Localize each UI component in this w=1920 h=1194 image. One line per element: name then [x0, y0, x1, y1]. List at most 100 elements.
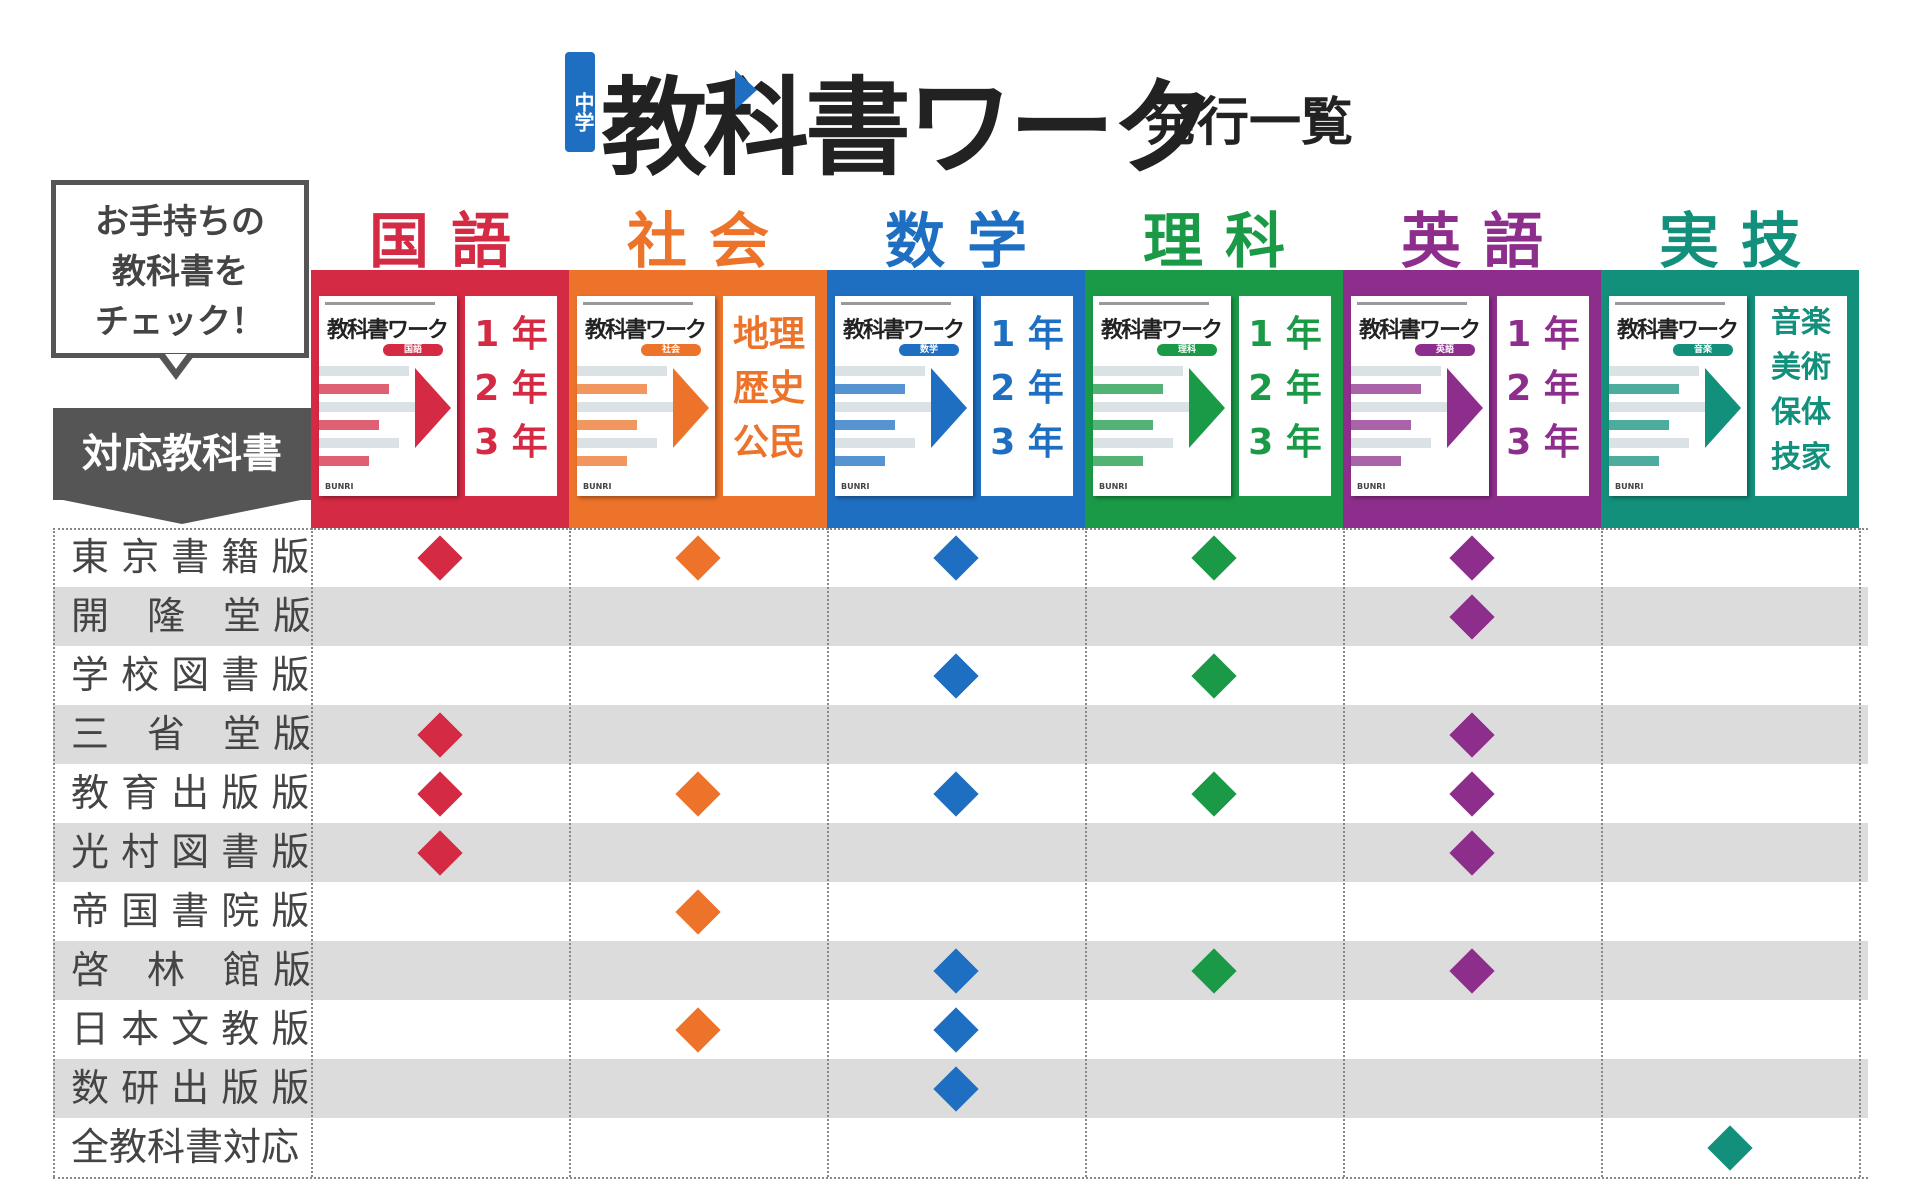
grade-list-jitsugi: 音楽 美術 保体 技家 [1755, 296, 1847, 496]
grid-vline [827, 528, 829, 1177]
publisher-name: 東 京 書 籍 版 [71, 535, 310, 579]
grade-item: 1 年 [474, 314, 548, 355]
cover-stripe [1609, 420, 1669, 430]
publisher-name: 啓 林 館 版 [71, 948, 312, 992]
grade-item: 1 年 [990, 314, 1064, 355]
grade-item: 1 年 [1506, 314, 1580, 355]
cover-chevron-icon [1189, 368, 1225, 448]
book-cover-shakai: 教科書ワーク 社会 BUNRI [577, 296, 715, 496]
grade-item: 美術 [1771, 350, 1831, 385]
cover-subject-tag: 英語 [1415, 344, 1475, 356]
grid-vline [1601, 528, 1603, 1177]
cover-stripe [577, 456, 627, 466]
diamond-mark-icon [1449, 770, 1495, 817]
diamond-mark-icon [675, 888, 721, 935]
grade-item: 2 年 [990, 368, 1064, 409]
cover-header-line [1357, 302, 1467, 305]
cover-title: 教科書ワーク [843, 318, 965, 343]
cover-stripe [1609, 438, 1689, 448]
cover-chevron-icon [1447, 368, 1483, 448]
publisher-name: 教 育 出 版 版 [71, 771, 310, 815]
cover-stripe [1093, 402, 1193, 412]
diamond-mark-icon [933, 1006, 979, 1053]
diamond-mark-icon [1707, 1124, 1753, 1171]
cover-stripe [835, 384, 905, 394]
cover-stripe [1609, 402, 1709, 412]
diamond-mark-icon [675, 1006, 721, 1053]
grade-list-kokugo: 1 年 2 年 3 年 [465, 296, 557, 496]
grade-item: 3 年 [1506, 422, 1580, 463]
subject-band-shakai: 教科書ワーク 社会 BUNRI 地理 歴史 公民 [569, 270, 827, 528]
publisher-name: 帝 国 書 院 版 [71, 889, 310, 933]
table-row: 教 育 出 版 版 [53, 764, 1868, 823]
book-cover-jitsugi: 教科書ワーク 音楽 BUNRI [1609, 296, 1747, 496]
callout-line-2: 教科書を [112, 252, 248, 292]
cover-stripe [319, 384, 389, 394]
callout-line-1: お手持ちの [95, 202, 265, 242]
cover-stripe [577, 402, 677, 412]
book-cover-kokugo: 教科書ワーク 国語 BUNRI [319, 296, 457, 496]
cover-brand: BUNRI [583, 482, 612, 491]
subject-header-shakai: 社会 [627, 207, 791, 277]
cover-title: 教科書ワーク [1101, 318, 1223, 343]
cover-title: 教科書ワーク [1359, 318, 1481, 343]
table-row: 開 隆 堂 版 [53, 587, 1868, 646]
cover-stripe [1609, 384, 1679, 394]
subject-header-jitsugi: 実技 [1659, 207, 1823, 277]
cover-brand: BUNRI [325, 482, 354, 491]
publisher-name: 開 隆 堂 版 [71, 594, 312, 638]
subject-header-kokugo: 国語 [369, 207, 533, 277]
publisher-name: 全教科書対応 [71, 1125, 300, 1169]
diamond-mark-icon [1449, 829, 1495, 876]
grid-vline [1859, 528, 1861, 1177]
subject-header-rika: 理科 [1143, 207, 1307, 277]
grade-item: 公民 [732, 422, 805, 463]
callout-tail-inner [165, 354, 187, 369]
cover-stripe [835, 456, 885, 466]
table-row: 日 本 文 教 版 [53, 1000, 1868, 1059]
diamond-mark-icon [933, 534, 979, 581]
grade-item: 3 年 [474, 422, 548, 463]
publisher-name: 日 本 文 教 版 [71, 1007, 310, 1051]
table-row: 数 研 出 版 版 [53, 1059, 1868, 1118]
cover-stripe [835, 402, 935, 412]
subject-band-sugaku: 教科書ワーク 数学 BUNRI 1 年 2 年 3 年 [827, 270, 1085, 528]
check-callout: お手持ちの 教科書を チェック！ [51, 180, 309, 358]
subject-header-eigo: 英語 [1401, 207, 1565, 277]
cover-title: 教科書ワーク [1617, 318, 1739, 343]
grade-item: 2 年 [1248, 368, 1322, 409]
cover-stripe [835, 420, 895, 430]
cover-header-line [325, 302, 435, 305]
cover-stripe [319, 366, 409, 376]
publisher-name: 三 省 堂 版 [71, 712, 312, 756]
diamond-mark-icon [933, 652, 979, 699]
cover-header-line [1615, 302, 1725, 305]
grid-vline [1343, 528, 1345, 1177]
grade-item: 3 年 [990, 422, 1064, 463]
table-row: 学 校 図 書 版 [53, 646, 1868, 705]
row-header-label: 対応教科書 [53, 408, 311, 500]
cover-stripe [1351, 420, 1411, 430]
grid-vline [569, 528, 571, 1177]
cover-stripe [1093, 438, 1173, 448]
cover-stripe [1351, 456, 1401, 466]
grid-vline [311, 528, 313, 1177]
grade-list-sugaku: 1 年 2 年 3 年 [981, 296, 1073, 496]
cover-stripe [1351, 402, 1451, 412]
diamond-mark-icon [1191, 534, 1237, 581]
diamond-mark-icon [933, 770, 979, 817]
diamond-mark-icon [1449, 593, 1495, 640]
cover-brand: BUNRI [1099, 482, 1128, 491]
title-main: 教科書ワーク [601, 67, 1217, 190]
cover-stripe [1609, 456, 1659, 466]
diamond-mark-icon [1449, 711, 1495, 758]
cover-header-line [1099, 302, 1209, 305]
cover-brand: BUNRI [841, 482, 870, 491]
grade-item: 2 年 [474, 368, 548, 409]
cover-stripe [1093, 420, 1153, 430]
grade-list-shakai: 地理 歴史 公民 [723, 296, 815, 496]
publisher-name: 数 研 出 版 版 [71, 1066, 310, 1110]
diamond-mark-icon [675, 534, 721, 581]
publisher-name: 光 村 図 書 版 [71, 830, 310, 874]
grid-vline [53, 528, 55, 1177]
